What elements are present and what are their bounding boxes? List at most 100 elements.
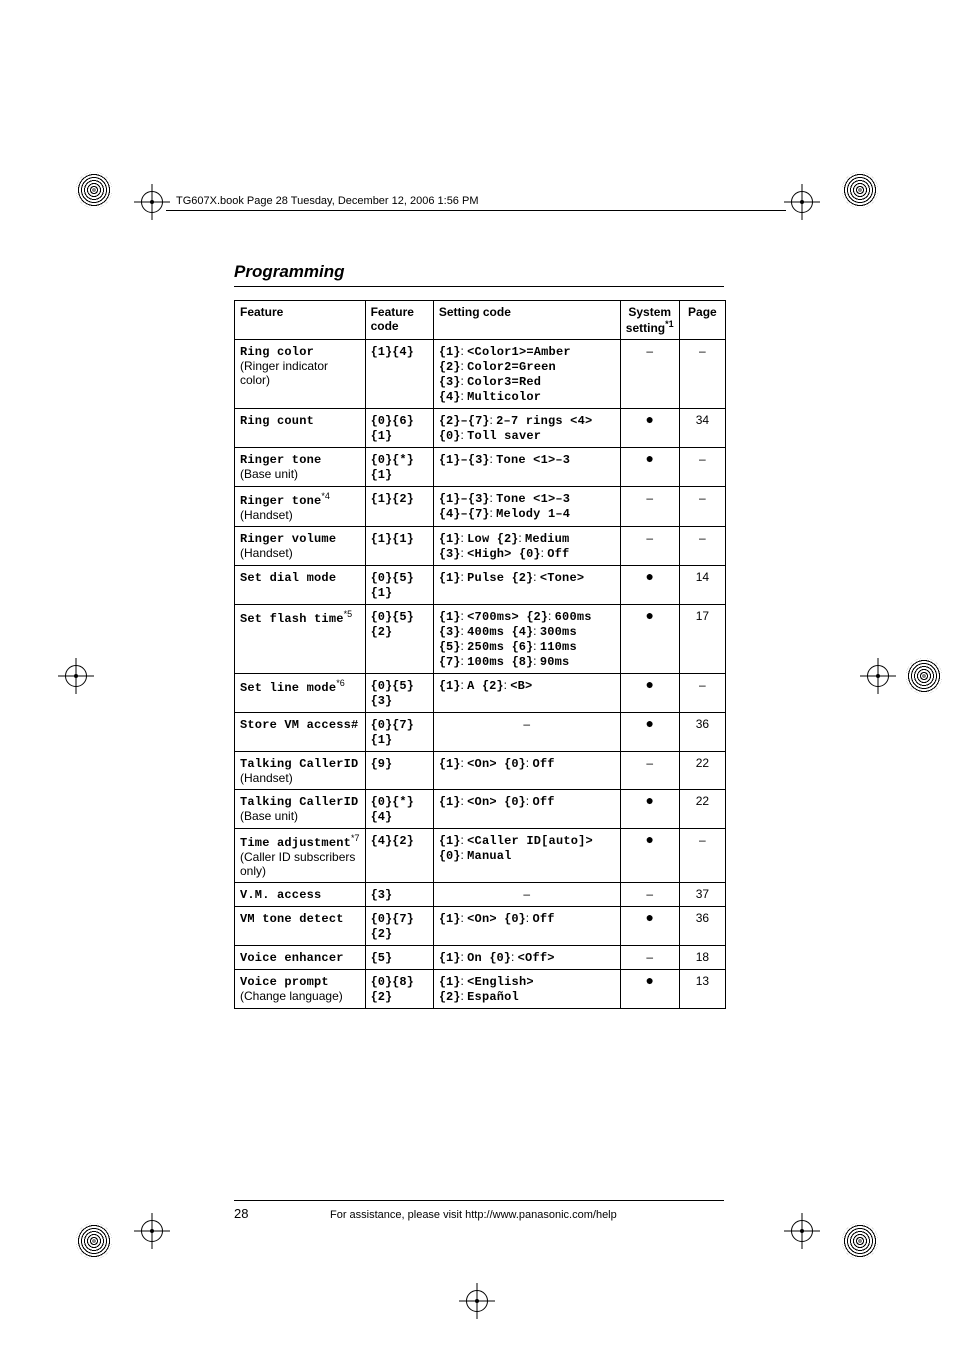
th-system-setting-sup: *1 (665, 319, 674, 329)
table-header-row: Feature Feature code Setting code System… (235, 301, 726, 340)
cell-system-setting: ● (620, 970, 679, 1009)
cell-page: 18 (679, 946, 725, 970)
cell-setting-code: {1}: <On> {0}: Off (433, 752, 620, 790)
cell-page: – (679, 340, 725, 409)
table-row: VM tone detect{0}{7}{2}{1}: <On> {0}: Of… (235, 907, 726, 946)
cell-page: – (679, 448, 725, 487)
cell-setting-code: {1}–{3}: Tone <1>–3{4}–{7}: Melody 1–4 (433, 487, 620, 527)
cell-feature: V.M. access (235, 883, 366, 907)
cell-system-setting: ● (620, 674, 679, 713)
cell-setting-code: {1}: <700ms> {2}: 600ms{3}: 400ms {4}: 3… (433, 605, 620, 674)
cell-system-setting: ● (620, 605, 679, 674)
cell-page: – (679, 829, 725, 883)
table-row: Set flash time*5{0}{5}{2}{1}: <700ms> {2… (235, 605, 726, 674)
table-row: Ringer tone*4(Handset){1}{2}{1}–{3}: Ton… (235, 487, 726, 527)
cell-setting-code: {1}–{3}: Tone <1>–3 (433, 448, 620, 487)
cell-system-setting: – (620, 487, 679, 527)
cell-setting-code: {1}: <On> {0}: Off (433, 790, 620, 829)
cell-setting-code: {1}: <Caller ID[auto]>{0}: Manual (433, 829, 620, 883)
cell-feature-code: {0}{8}{2} (365, 970, 433, 1009)
cell-setting-code: {1}: Low {2}: Medium{3}: <High> {0}: Off (433, 527, 620, 566)
cell-system-setting: – (620, 883, 679, 907)
cell-feature: Ringer volume(Handset) (235, 527, 366, 566)
reg-mark-ml (62, 662, 90, 690)
th-system-setting: System setting*1 (620, 301, 679, 340)
print-mark-bl (76, 1223, 112, 1259)
cell-feature-code: {0}{7}{1} (365, 713, 433, 752)
cell-system-setting: ● (620, 790, 679, 829)
table-row: V.M. access{3}––37 (235, 883, 726, 907)
content-area: Feature Feature code Setting code System… (234, 300, 726, 1009)
cell-page: – (679, 487, 725, 527)
cell-system-setting: ● (620, 829, 679, 883)
cell-setting-code: {1}: On {0}: <Off> (433, 946, 620, 970)
title-rule (234, 286, 724, 287)
reg-mark-br (788, 1217, 816, 1245)
table-row: Ring color(Ringer indicator color){1}{4}… (235, 340, 726, 409)
running-head: TG607X.book Page 28 Tuesday, December 12… (176, 195, 478, 207)
cell-feature: Time adjustment*7(Caller ID subscribers … (235, 829, 366, 883)
cell-setting-code: {1}: A {2}: <B> (433, 674, 620, 713)
print-mark-tr (842, 172, 878, 208)
table-row: Ring count{0}{6}{1}{2}–{7}: 2–7 rings <4… (235, 409, 726, 448)
cell-page: 37 (679, 883, 725, 907)
cell-setting-code: {1}: <On> {0}: Off (433, 907, 620, 946)
cell-feature: Set line mode*6 (235, 674, 366, 713)
table-row: Store VM access#{0}{7}{1}–●36 (235, 713, 726, 752)
cell-feature: Ringer tone*4(Handset) (235, 487, 366, 527)
cell-system-setting: ● (620, 713, 679, 752)
cell-page: – (679, 527, 725, 566)
cell-system-setting: – (620, 946, 679, 970)
cell-feature-code: {4}{2} (365, 829, 433, 883)
cell-feature-code: {0}{5}{3} (365, 674, 433, 713)
section-title: Programming (234, 262, 345, 282)
reg-mark-mb (463, 1287, 491, 1315)
table-row: Set line mode*6{0}{5}{3}{1}: A {2}: <B>●… (235, 674, 726, 713)
cell-setting-code: – (433, 713, 620, 752)
th-setting-code: Setting code (433, 301, 620, 340)
cell-system-setting: – (620, 340, 679, 409)
cell-feature-code: {1}{4} (365, 340, 433, 409)
table-row: Talking CallerID(Base unit){0}{*}{4}{1}:… (235, 790, 726, 829)
cell-setting-code: – (433, 883, 620, 907)
th-feature-code: Feature code (365, 301, 433, 340)
page-number: 28 (234, 1206, 248, 1221)
table-row: Voice enhancer{5}{1}: On {0}: <Off>–18 (235, 946, 726, 970)
cell-feature-code: {0}{*}{1} (365, 448, 433, 487)
cell-setting-code: {1}: <English>{2}: Español (433, 970, 620, 1009)
cell-page: 22 (679, 752, 725, 790)
reg-mark-mr2 (864, 662, 892, 690)
th-page: Page (679, 301, 725, 340)
reg-mark-bl (138, 1217, 166, 1245)
cell-feature-code: {1}{1} (365, 527, 433, 566)
table-row: Set dial mode{0}{5}{1}{1}: Pulse {2}: <T… (235, 566, 726, 605)
assist-text: For assistance, please visit http://www.… (330, 1209, 617, 1221)
cell-feature-code: {0}{5}{2} (365, 605, 433, 674)
table-row: Time adjustment*7(Caller ID subscribers … (235, 829, 726, 883)
print-mark-mr (906, 658, 942, 694)
cell-feature: Talking CallerID(Handset) (235, 752, 366, 790)
cell-feature-code: {0}{*}{4} (365, 790, 433, 829)
table-row: Voice prompt(Change language){0}{8}{2}{1… (235, 970, 726, 1009)
cell-setting-code: {2}–{7}: 2–7 rings <4>{0}: Toll saver (433, 409, 620, 448)
cell-page: 36 (679, 713, 725, 752)
cell-feature: Talking CallerID(Base unit) (235, 790, 366, 829)
cell-system-setting: ● (620, 907, 679, 946)
cell-page: 22 (679, 790, 725, 829)
cell-system-setting: ● (620, 566, 679, 605)
cell-feature: Store VM access# (235, 713, 366, 752)
cell-system-setting: – (620, 752, 679, 790)
table-row: Ringer volume(Handset){1}{1}{1}: Low {2}… (235, 527, 726, 566)
cell-feature: Ring count (235, 409, 366, 448)
cell-feature: Voice enhancer (235, 946, 366, 970)
cell-feature-code: {3} (365, 883, 433, 907)
table-row: Talking CallerID(Handset){9}{1}: <On> {0… (235, 752, 726, 790)
table-row: Ringer tone(Base unit){0}{*}{1}{1}–{3}: … (235, 448, 726, 487)
page-top-rule (166, 210, 786, 211)
feature-table: Feature Feature code Setting code System… (234, 300, 726, 1009)
cell-system-setting: ● (620, 409, 679, 448)
print-mark-br (842, 1223, 878, 1259)
cell-feature: Ring color(Ringer indicator color) (235, 340, 366, 409)
cell-page: 36 (679, 907, 725, 946)
cell-feature-code: {0}{5}{1} (365, 566, 433, 605)
